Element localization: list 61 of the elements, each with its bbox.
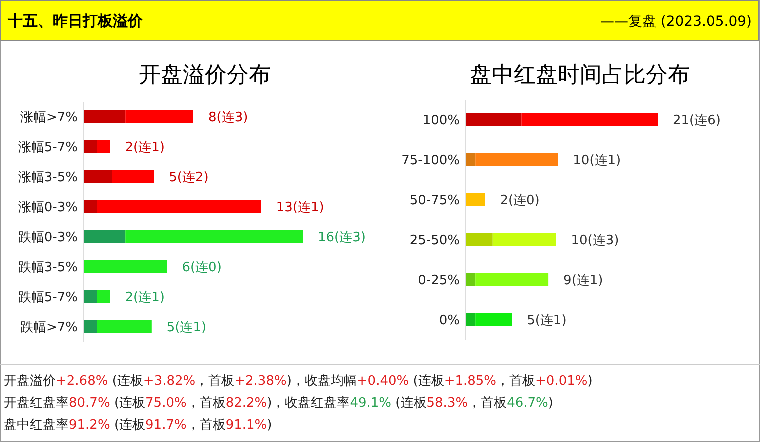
total-label: 21(连6) [673, 114, 721, 129]
bar [466, 314, 476, 326]
text: 十五、昨日打板溢价 [7, 12, 144, 30]
y-tick-label: 跌幅3-5% [18, 260, 78, 276]
y-tick-label: 100% [422, 114, 460, 129]
bar [126, 110, 194, 124]
y-tick-label: 跌幅5-7% [18, 290, 78, 306]
bar [84, 110, 126, 124]
total-label: 16(连3) [318, 230, 366, 246]
total-label: 2(连1) [125, 140, 165, 156]
bar [492, 234, 556, 246]
bar [97, 140, 110, 154]
bar [84, 290, 98, 304]
text: ——复盘 (2023.05.09) [600, 14, 752, 30]
bar [84, 200, 98, 214]
y-tick-label: 25-50% [410, 234, 460, 249]
bar [476, 314, 512, 326]
total-label: 8(连3) [208, 110, 248, 126]
bar [84, 170, 112, 184]
total-label: 9(连1) [564, 274, 604, 289]
text: 盘中红盘率91.2% (连板91.7%，首板91.1%) [4, 417, 272, 433]
y-tick-label: 50-75% [410, 194, 460, 209]
total-label: 10(连3) [571, 234, 620, 249]
total-label: 5(连1) [527, 314, 567, 329]
bar [466, 114, 522, 126]
y-tick-label: 0-25% [418, 274, 460, 289]
y-tick-label: 0% [439, 314, 460, 329]
total-label: 6(连0) [182, 260, 222, 276]
y-tick-label: 涨幅0-3% [18, 200, 78, 216]
text: 开盘溢价+2.68% (连板+3.82%，首板+2.38%)，收盘均幅+0.40% (连板+1.85%，首板+0.01%) [4, 374, 593, 389]
text: 开盘红盘率80.7% (连板75.0%，首板82.2%)，收盘红盘率49.1% (连板58.3%，首板46.7%) [4, 396, 554, 411]
total-label: 13(连1) [276, 200, 324, 216]
y-tick-label: 涨幅>7% [20, 110, 78, 126]
bar [466, 154, 476, 166]
bar [84, 230, 126, 244]
bar [466, 194, 486, 206]
bar [84, 320, 98, 334]
bar [126, 230, 303, 244]
bar [84, 260, 168, 274]
y-tick-label: 涨幅5-7% [18, 140, 78, 156]
bar [466, 234, 493, 246]
bar [476, 154, 558, 166]
bar [97, 200, 262, 214]
bar [97, 290, 110, 304]
y-tick-label: 涨幅3-5% [18, 170, 78, 186]
bar [97, 320, 152, 334]
y-tick-label: 75-100% [402, 154, 460, 169]
bar [112, 170, 154, 184]
total-label: 5(连2) [169, 170, 209, 186]
y-tick-label: 跌幅>7% [20, 320, 78, 336]
total-label: 2(连0) [500, 194, 540, 209]
chart-title: 开盘溢价分布 [139, 63, 271, 88]
y-tick-label: 跌幅0-3% [18, 230, 78, 246]
bar [466, 274, 476, 286]
bar [84, 140, 98, 154]
total-label: 2(连1) [125, 290, 165, 306]
bar [522, 114, 658, 126]
total-label: 5(连1) [166, 320, 207, 336]
total-label: 10(连1) [573, 154, 622, 169]
chart-title: 盘中红盘时间占比分布 [470, 63, 690, 88]
bar [476, 274, 549, 286]
